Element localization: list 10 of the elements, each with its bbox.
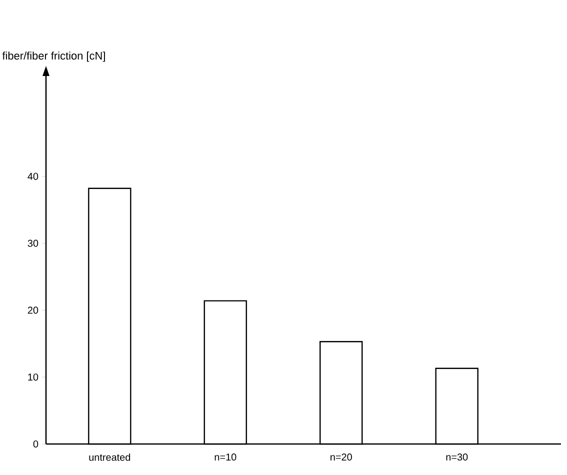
y-tick-label: 20 (28, 306, 38, 314)
y-tick-label: 30 (28, 240, 38, 247)
y-axis-title: fiber/fiber friction [cN] (2, 52, 105, 62)
x-tick-label: n=20 (330, 454, 352, 461)
x-tick-label: n=30 (446, 454, 468, 461)
y-tick-label: 0 (33, 440, 38, 448)
y-tick-label: 40 (28, 172, 38, 180)
y-tick-label: 10 (28, 374, 38, 381)
x-tick-label: n=10 (214, 454, 236, 461)
x-tick-label: untreated (89, 454, 130, 461)
